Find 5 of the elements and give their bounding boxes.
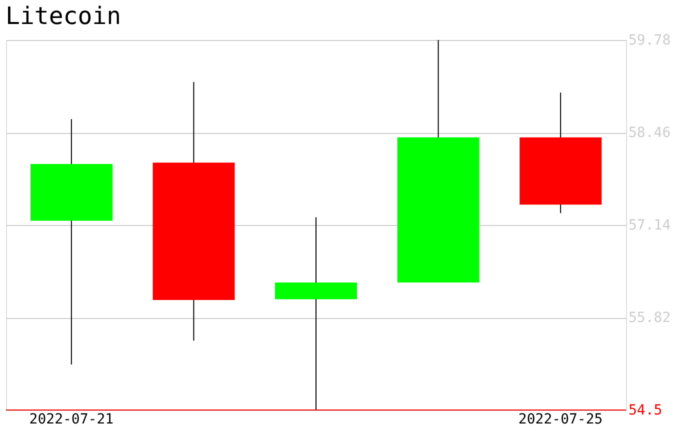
x-tick-label: 2022-07-21 (29, 412, 114, 428)
candlestick (275, 216, 357, 410)
y-tick-label: 54.5 (628, 402, 662, 418)
chart-title: Litecoin (6, 2, 122, 30)
x-tick-label: 2022-07-25 (518, 412, 603, 428)
